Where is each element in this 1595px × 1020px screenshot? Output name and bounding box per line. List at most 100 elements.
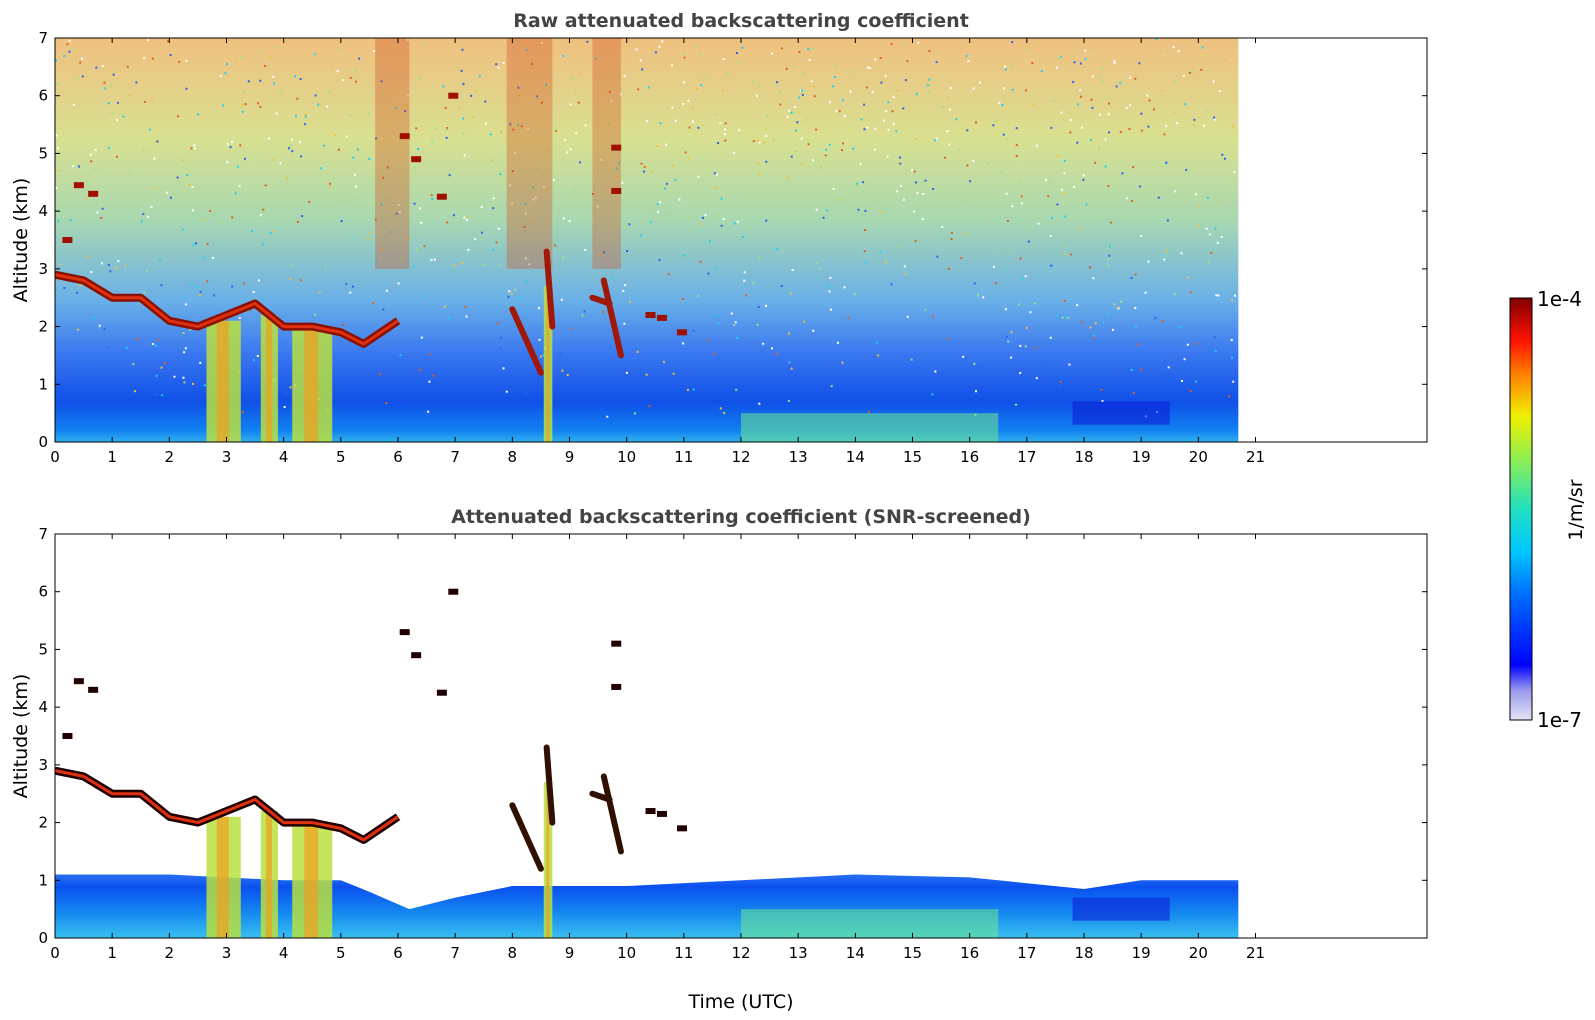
raw-panel-title: Raw attenuated backscattering coefficien…: [513, 10, 969, 32]
noise-speck: [615, 167, 618, 170]
noise-speck: [964, 232, 967, 235]
noise-speck: [794, 105, 797, 108]
noise-speck: [1138, 185, 1141, 188]
noise-speck: [530, 66, 533, 69]
noise-speck: [374, 218, 377, 221]
noise-speck: [457, 107, 460, 110]
noise-speck: [480, 205, 483, 208]
noise-speck: [532, 198, 535, 201]
noise-speck: [90, 160, 93, 163]
noise-speck: [524, 212, 527, 215]
noise-speck: [658, 201, 661, 204]
noise-speck: [1073, 61, 1076, 64]
noise-speck: [554, 244, 557, 247]
noise-speck: [1220, 201, 1223, 204]
noise-speck: [1107, 313, 1110, 316]
noise-speck: [738, 61, 741, 64]
noise-speck: [252, 359, 255, 362]
x-tick-label: 3: [222, 944, 232, 962]
noise-speck: [1051, 216, 1054, 219]
noise-speck: [330, 63, 333, 66]
noise-speck: [462, 117, 465, 120]
noise-speck: [151, 343, 154, 346]
noise-speck: [899, 162, 902, 165]
noise-speck: [541, 101, 544, 104]
noise-speck: [722, 89, 725, 92]
noise-speck: [190, 147, 193, 150]
noise-speck: [474, 238, 477, 241]
noise-speck: [568, 220, 571, 223]
noise-speck: [826, 285, 829, 288]
noise-speck: [252, 291, 255, 294]
noise-speck: [897, 245, 900, 248]
noise-speck: [700, 84, 703, 87]
noise-speck: [648, 404, 651, 407]
noise-speck: [745, 294, 748, 297]
noise-speck: [136, 337, 139, 340]
noise-speck: [694, 44, 697, 47]
noise-speck: [57, 220, 60, 223]
noise-speck: [543, 186, 546, 189]
noise-speck: [1100, 388, 1103, 391]
precipitation-core: [304, 326, 319, 442]
noise-speck: [1010, 64, 1013, 67]
noise-speck: [107, 146, 110, 149]
noise-speck: [128, 171, 131, 174]
noise-speck: [423, 41, 426, 44]
noise-speck: [1232, 380, 1235, 383]
noise-speck: [112, 73, 115, 76]
noise-speck: [229, 146, 232, 149]
noise-speck: [629, 300, 632, 303]
noise-speck: [206, 243, 209, 246]
noise-speck: [1189, 389, 1192, 392]
noise-speck: [1064, 215, 1067, 218]
noise-speck: [1098, 113, 1101, 116]
noise-speck: [100, 262, 103, 265]
noise-speck: [354, 80, 357, 83]
noise-speck: [1080, 126, 1083, 129]
x-tick-label: 1: [107, 448, 117, 466]
noise-speck: [882, 119, 885, 122]
noise-speck: [832, 85, 835, 88]
noise-speck: [960, 257, 963, 260]
noise-speck: [687, 99, 690, 102]
noise-speck: [283, 406, 286, 409]
noise-speck: [560, 298, 563, 301]
noise-speck: [173, 375, 176, 378]
noise-speck: [666, 212, 669, 215]
noise-speck: [397, 204, 400, 207]
noise-speck: [571, 77, 574, 80]
noise-speck: [735, 52, 738, 55]
raw-heatmap: [55, 38, 1239, 442]
noise-speck: [715, 186, 718, 189]
noise-speck: [650, 47, 653, 50]
noise-speck: [110, 84, 113, 87]
noise-speck: [790, 111, 793, 114]
noise-speck: [1049, 336, 1052, 339]
noise-speck: [849, 90, 852, 93]
noise-speck: [1147, 125, 1150, 128]
noise-speck: [1025, 326, 1028, 329]
noise-speck: [807, 143, 810, 146]
noise-speck: [880, 81, 883, 84]
noise-speck: [1031, 61, 1034, 64]
noise-speck: [308, 201, 311, 204]
noise-speck: [262, 243, 265, 246]
precipitation-core: [546, 286, 550, 442]
cloud-fragment: [399, 629, 410, 636]
noise-speck: [622, 381, 625, 384]
noise-speck: [1179, 326, 1182, 329]
noise-speck: [211, 256, 214, 259]
noise-speck: [841, 198, 844, 201]
noise-speck: [800, 137, 803, 140]
noise-speck: [722, 218, 725, 221]
noise-streak: [506, 38, 553, 269]
noise-speck: [1121, 172, 1124, 175]
noise-speck: [774, 83, 777, 86]
noise-speck: [291, 264, 294, 267]
noise-speck: [382, 308, 385, 311]
noise-speck: [1113, 61, 1116, 64]
cloud-fragment: [73, 678, 84, 685]
noise-speck: [154, 344, 157, 347]
noise-speck: [1224, 58, 1227, 61]
